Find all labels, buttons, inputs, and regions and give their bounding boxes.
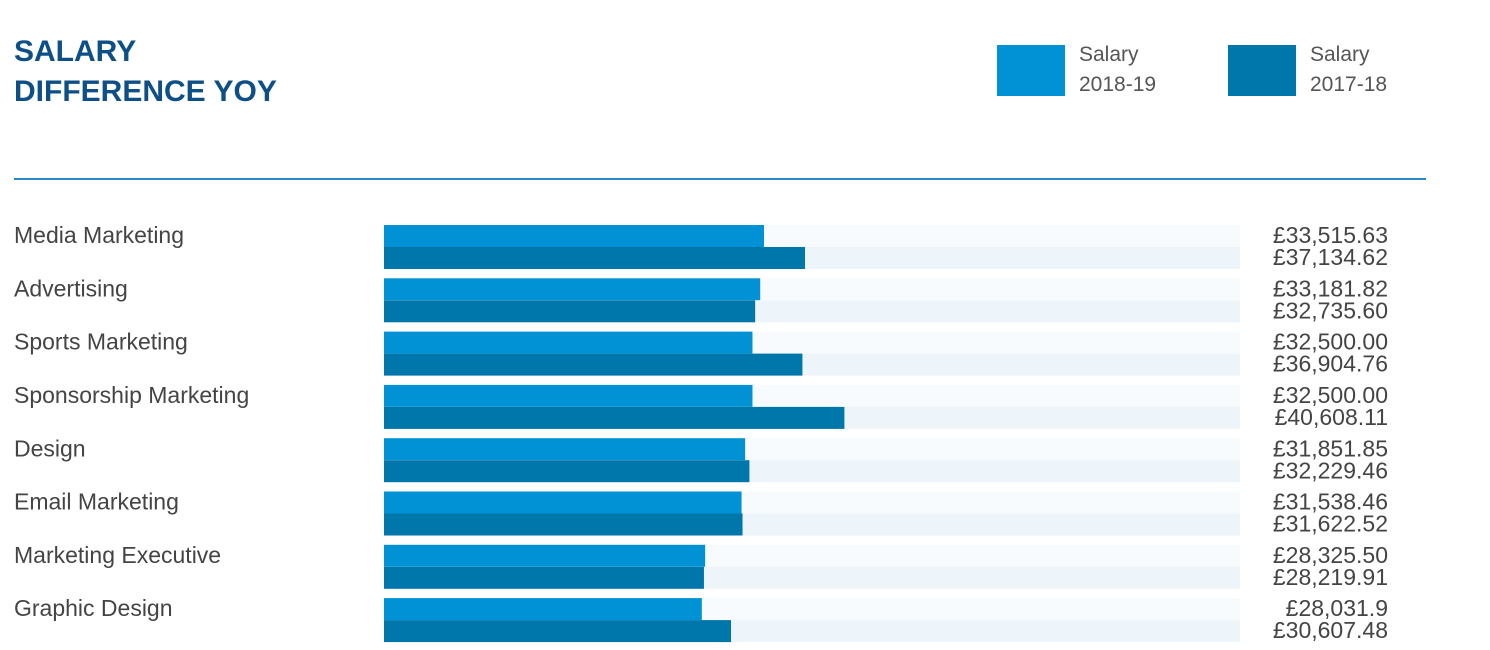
value-label: £33,515.63 [1273, 222, 1388, 248]
bar [384, 513, 743, 536]
category-label: Media Marketing [14, 222, 184, 248]
value-label: £28,325.50 [1273, 542, 1388, 568]
bar [384, 278, 761, 301]
legend-entry: Salary 2018-19 [997, 43, 1179, 100]
value-label: £32,500.00 [1273, 382, 1388, 408]
bar [384, 300, 756, 323]
bar [384, 566, 704, 589]
value-label: £28,219.91 [1273, 564, 1388, 590]
value-label: £32,229.46 [1273, 457, 1388, 483]
bar [384, 384, 753, 407]
value-label: £31,622.52 [1273, 511, 1388, 537]
value-label: £40,608.11 [1275, 404, 1388, 430]
bar [384, 353, 803, 376]
value-label: £32,735.60 [1273, 297, 1388, 323]
chart-title: SALARY DIFFERENCE YOY [14, 35, 277, 108]
category-label: Graphic Design [14, 595, 173, 621]
bar [384, 491, 742, 514]
value-label: £32,500.00 [1273, 329, 1388, 355]
bar [384, 598, 702, 621]
legend-entry: Salary 2017-18 [1228, 43, 1410, 100]
bar [384, 460, 750, 483]
category-label: Email Marketing [14, 489, 179, 515]
category-label: Sports Marketing [14, 329, 188, 355]
category-label: Design [14, 435, 86, 461]
bar [384, 247, 806, 269]
value-label: £36,904.76 [1273, 351, 1388, 377]
legend-swatch [997, 45, 1065, 96]
bar [384, 544, 706, 567]
legend-label: Salary 2018-19 [1079, 43, 1157, 96]
category-label: Marketing Executive [14, 542, 221, 568]
category-label: Sponsorship Marketing [14, 382, 249, 408]
value-label: £30,607.48 [1273, 617, 1388, 643]
legend-swatch [1228, 45, 1296, 96]
value-label: £33,181.82 [1273, 275, 1388, 301]
value-label: £37,134.62 [1273, 244, 1388, 270]
legend-label: Salary 2017-18 [1310, 43, 1388, 96]
bar [384, 225, 764, 247]
value-label: £28,031.9 [1286, 595, 1388, 621]
category-label: Advertising [14, 275, 128, 301]
bar [384, 438, 746, 461]
bar [384, 620, 732, 643]
bar [384, 406, 845, 429]
value-label: £31,538.46 [1273, 489, 1388, 515]
value-label: £31,851.85 [1273, 435, 1388, 461]
bar [384, 331, 753, 354]
